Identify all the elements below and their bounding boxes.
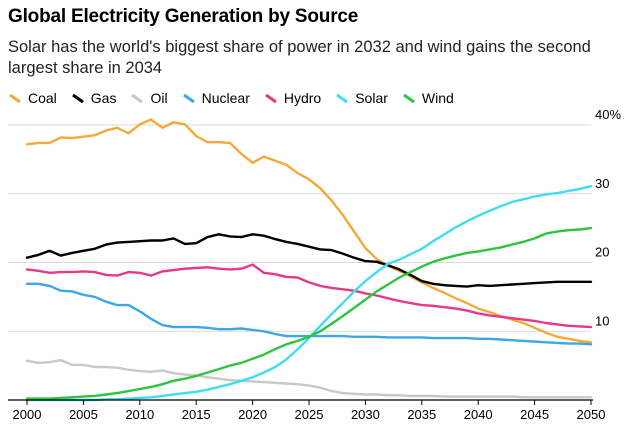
legend-swatch-icon <box>264 91 278 105</box>
series-line-nuclear <box>25 282 593 346</box>
legend-label: Coal <box>28 90 57 106</box>
legend-label: Hydro <box>283 90 322 106</box>
legend-swatch-icon <box>71 91 85 105</box>
chart-title: Global Electricity Generation by Source <box>8 6 359 27</box>
chart-subtitle: Solar has the world's biggest share of p… <box>8 38 591 77</box>
x-tick-label: 2000 <box>13 407 42 422</box>
legend-label: Oil <box>150 90 168 106</box>
legend-label: Wind <box>421 90 454 106</box>
legend-item-hydro: Hydro <box>264 90 321 106</box>
x-tick-label: 2035 <box>407 407 436 422</box>
x-tick-label: 2020 <box>238 407 267 422</box>
y-tick-label: 20 <box>595 245 609 260</box>
y-tick-label: 30 <box>595 176 609 191</box>
series-line-wind <box>25 226 593 400</box>
y-tick-label: 10 <box>595 313 609 328</box>
legend-label: Solar <box>355 90 388 106</box>
legend-swatch-icon <box>8 91 22 105</box>
legend-item-coal: Coal <box>8 90 57 106</box>
legend-swatch-icon <box>402 91 416 105</box>
series-line-solar <box>25 184 593 402</box>
series-line-gas <box>25 233 593 288</box>
x-tick-label: 2025 <box>295 407 324 422</box>
legend-item-gas: Gas <box>71 90 117 106</box>
legend-swatch-icon <box>335 91 349 105</box>
x-tick-label: 2010 <box>125 407 154 422</box>
series-line-hydro <box>25 263 593 329</box>
y-tick-label: 40% <box>595 110 621 122</box>
legend-label: Gas <box>90 90 117 106</box>
x-tick-label: 2045 <box>520 407 549 422</box>
series-line-coal <box>25 118 593 344</box>
legend: Coal Gas Oil Nuclear Hydro Solar Wind <box>8 88 454 108</box>
series-line-oil <box>25 358 593 399</box>
legend-label: Nuclear <box>201 90 250 106</box>
x-tick-label: 2005 <box>69 407 98 422</box>
x-tick-label: 2030 <box>351 407 380 422</box>
legend-item-wind: Wind <box>402 90 454 106</box>
legend-item-oil: Oil <box>130 90 168 106</box>
legend-swatch-icon <box>130 91 144 105</box>
legend-item-nuclear: Nuclear <box>182 90 250 106</box>
x-tick-label: 2050 <box>577 407 606 422</box>
legend-swatch-icon <box>182 91 196 105</box>
legend-item-solar: Solar <box>335 90 388 106</box>
x-tick-label: 2015 <box>182 407 211 422</box>
x-tick-label: 2040 <box>464 407 493 422</box>
